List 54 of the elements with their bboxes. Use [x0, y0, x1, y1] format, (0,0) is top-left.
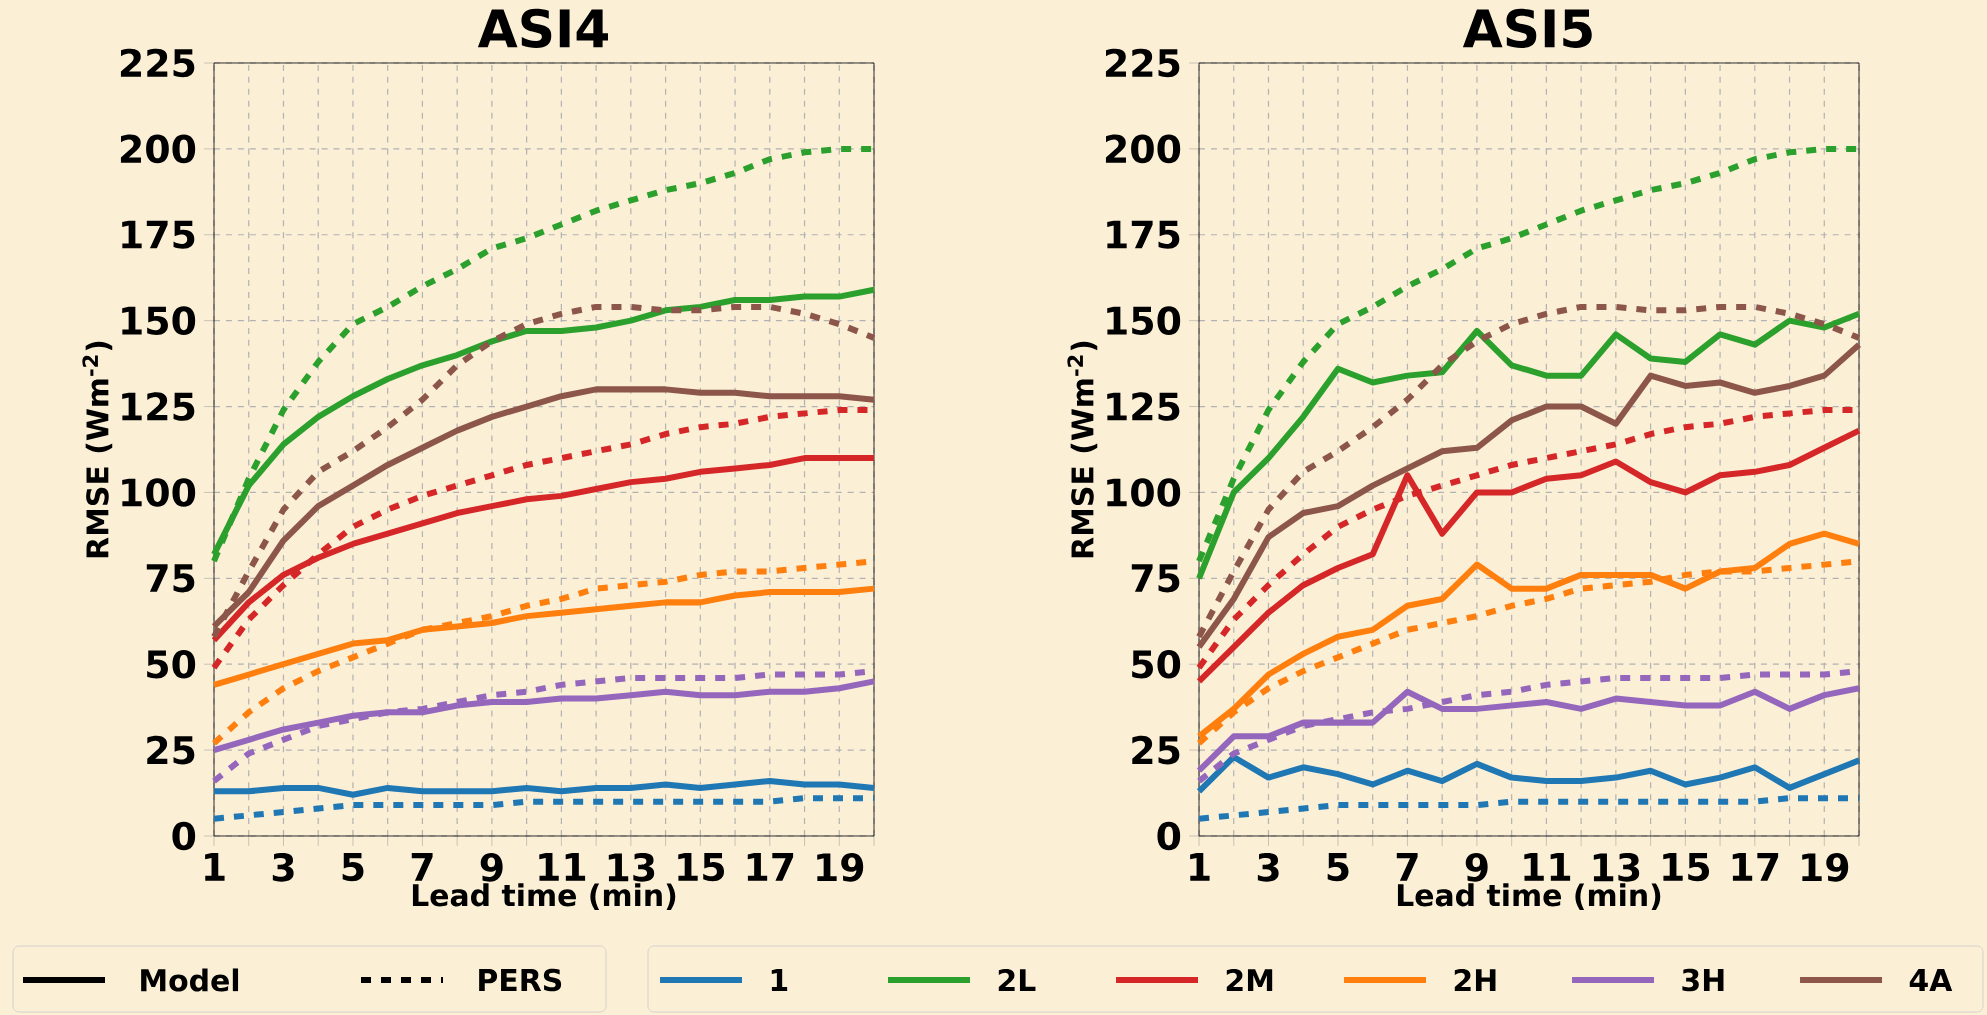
y-tick-label: 50	[1132, 649, 1181, 679]
x-tick-label: 13	[1593, 853, 1640, 882]
x-tick-label: 19	[817, 853, 864, 882]
chart-title: ASI5	[1462, 8, 1592, 48]
legend-label: 4A	[1909, 969, 1953, 991]
text: PERS	[479, 968, 562, 992]
x-tick-label: 9	[480, 853, 503, 882]
x-tick-label: 1	[1190, 853, 1210, 881]
x-tick-label: 15	[678, 853, 725, 882]
y-tick-label: 175	[1107, 220, 1180, 249]
x-tick-label: 11	[1524, 853, 1571, 881]
y-tick-label: 100	[1107, 478, 1181, 507]
y-tick-label: 200	[120, 134, 196, 164]
x-tick-label: 7	[411, 853, 433, 881]
y-tick-label: 125	[122, 392, 195, 421]
y-tick-label: 25	[147, 735, 195, 765]
y-tick-label: 75	[1131, 564, 1180, 593]
y-tick-label: 150	[1107, 306, 1181, 335]
y-tick-label: 125	[1107, 392, 1180, 421]
x-tick-label: 17	[747, 853, 794, 881]
legend-label: 2M	[1226, 968, 1273, 992]
y-tick-label: 0	[1157, 821, 1181, 851]
y-tick-label: 25	[1132, 735, 1180, 765]
y-tick-label: 175	[122, 220, 195, 249]
y-tick-label: 225	[1105, 48, 1180, 78]
y-tick-label: 225	[120, 48, 195, 78]
x-tick-label: 5	[342, 853, 364, 882]
chart-title: ASI4	[477, 8, 608, 48]
legend-label: 2L	[998, 968, 1036, 992]
text: Model	[141, 968, 239, 992]
x-tick-label: 11	[539, 853, 586, 881]
x-tick-label: 3	[272, 853, 294, 882]
x-tick-label: 15	[1663, 853, 1710, 882]
y-axis-title: RMSE (Wm$^{-2}$)	[1067, 341, 1098, 558]
legend-label: 1	[771, 969, 788, 991]
y-tick-label: 50	[147, 649, 196, 679]
x-tick-label: 13	[608, 853, 655, 882]
y-tick-label: 200	[1105, 134, 1181, 164]
y-tick-label: 0	[172, 821, 196, 851]
x-tick-label: 3	[1257, 853, 1279, 882]
x-axis-title: Lead time (min)	[412, 883, 676, 910]
y-tick-label: 150	[122, 306, 196, 335]
x-axis-title: Lead time (min)	[1397, 883, 1661, 910]
legend-label: 2H	[1454, 968, 1496, 992]
legend-label: 3H	[1682, 968, 1724, 992]
x-tick-label: 17	[1732, 853, 1779, 881]
x-tick-label: 9	[1465, 853, 1488, 882]
x-tick-label: 1	[205, 853, 225, 881]
y-axis-title: RMSE (Wm$^{-2}$)	[82, 341, 113, 558]
y-tick-label: 100	[122, 478, 196, 507]
x-tick-label: 5	[1327, 853, 1349, 882]
y-tick-label: 75	[146, 564, 195, 593]
x-tick-label: 19	[1802, 853, 1849, 882]
x-tick-label: 7	[1396, 853, 1418, 881]
